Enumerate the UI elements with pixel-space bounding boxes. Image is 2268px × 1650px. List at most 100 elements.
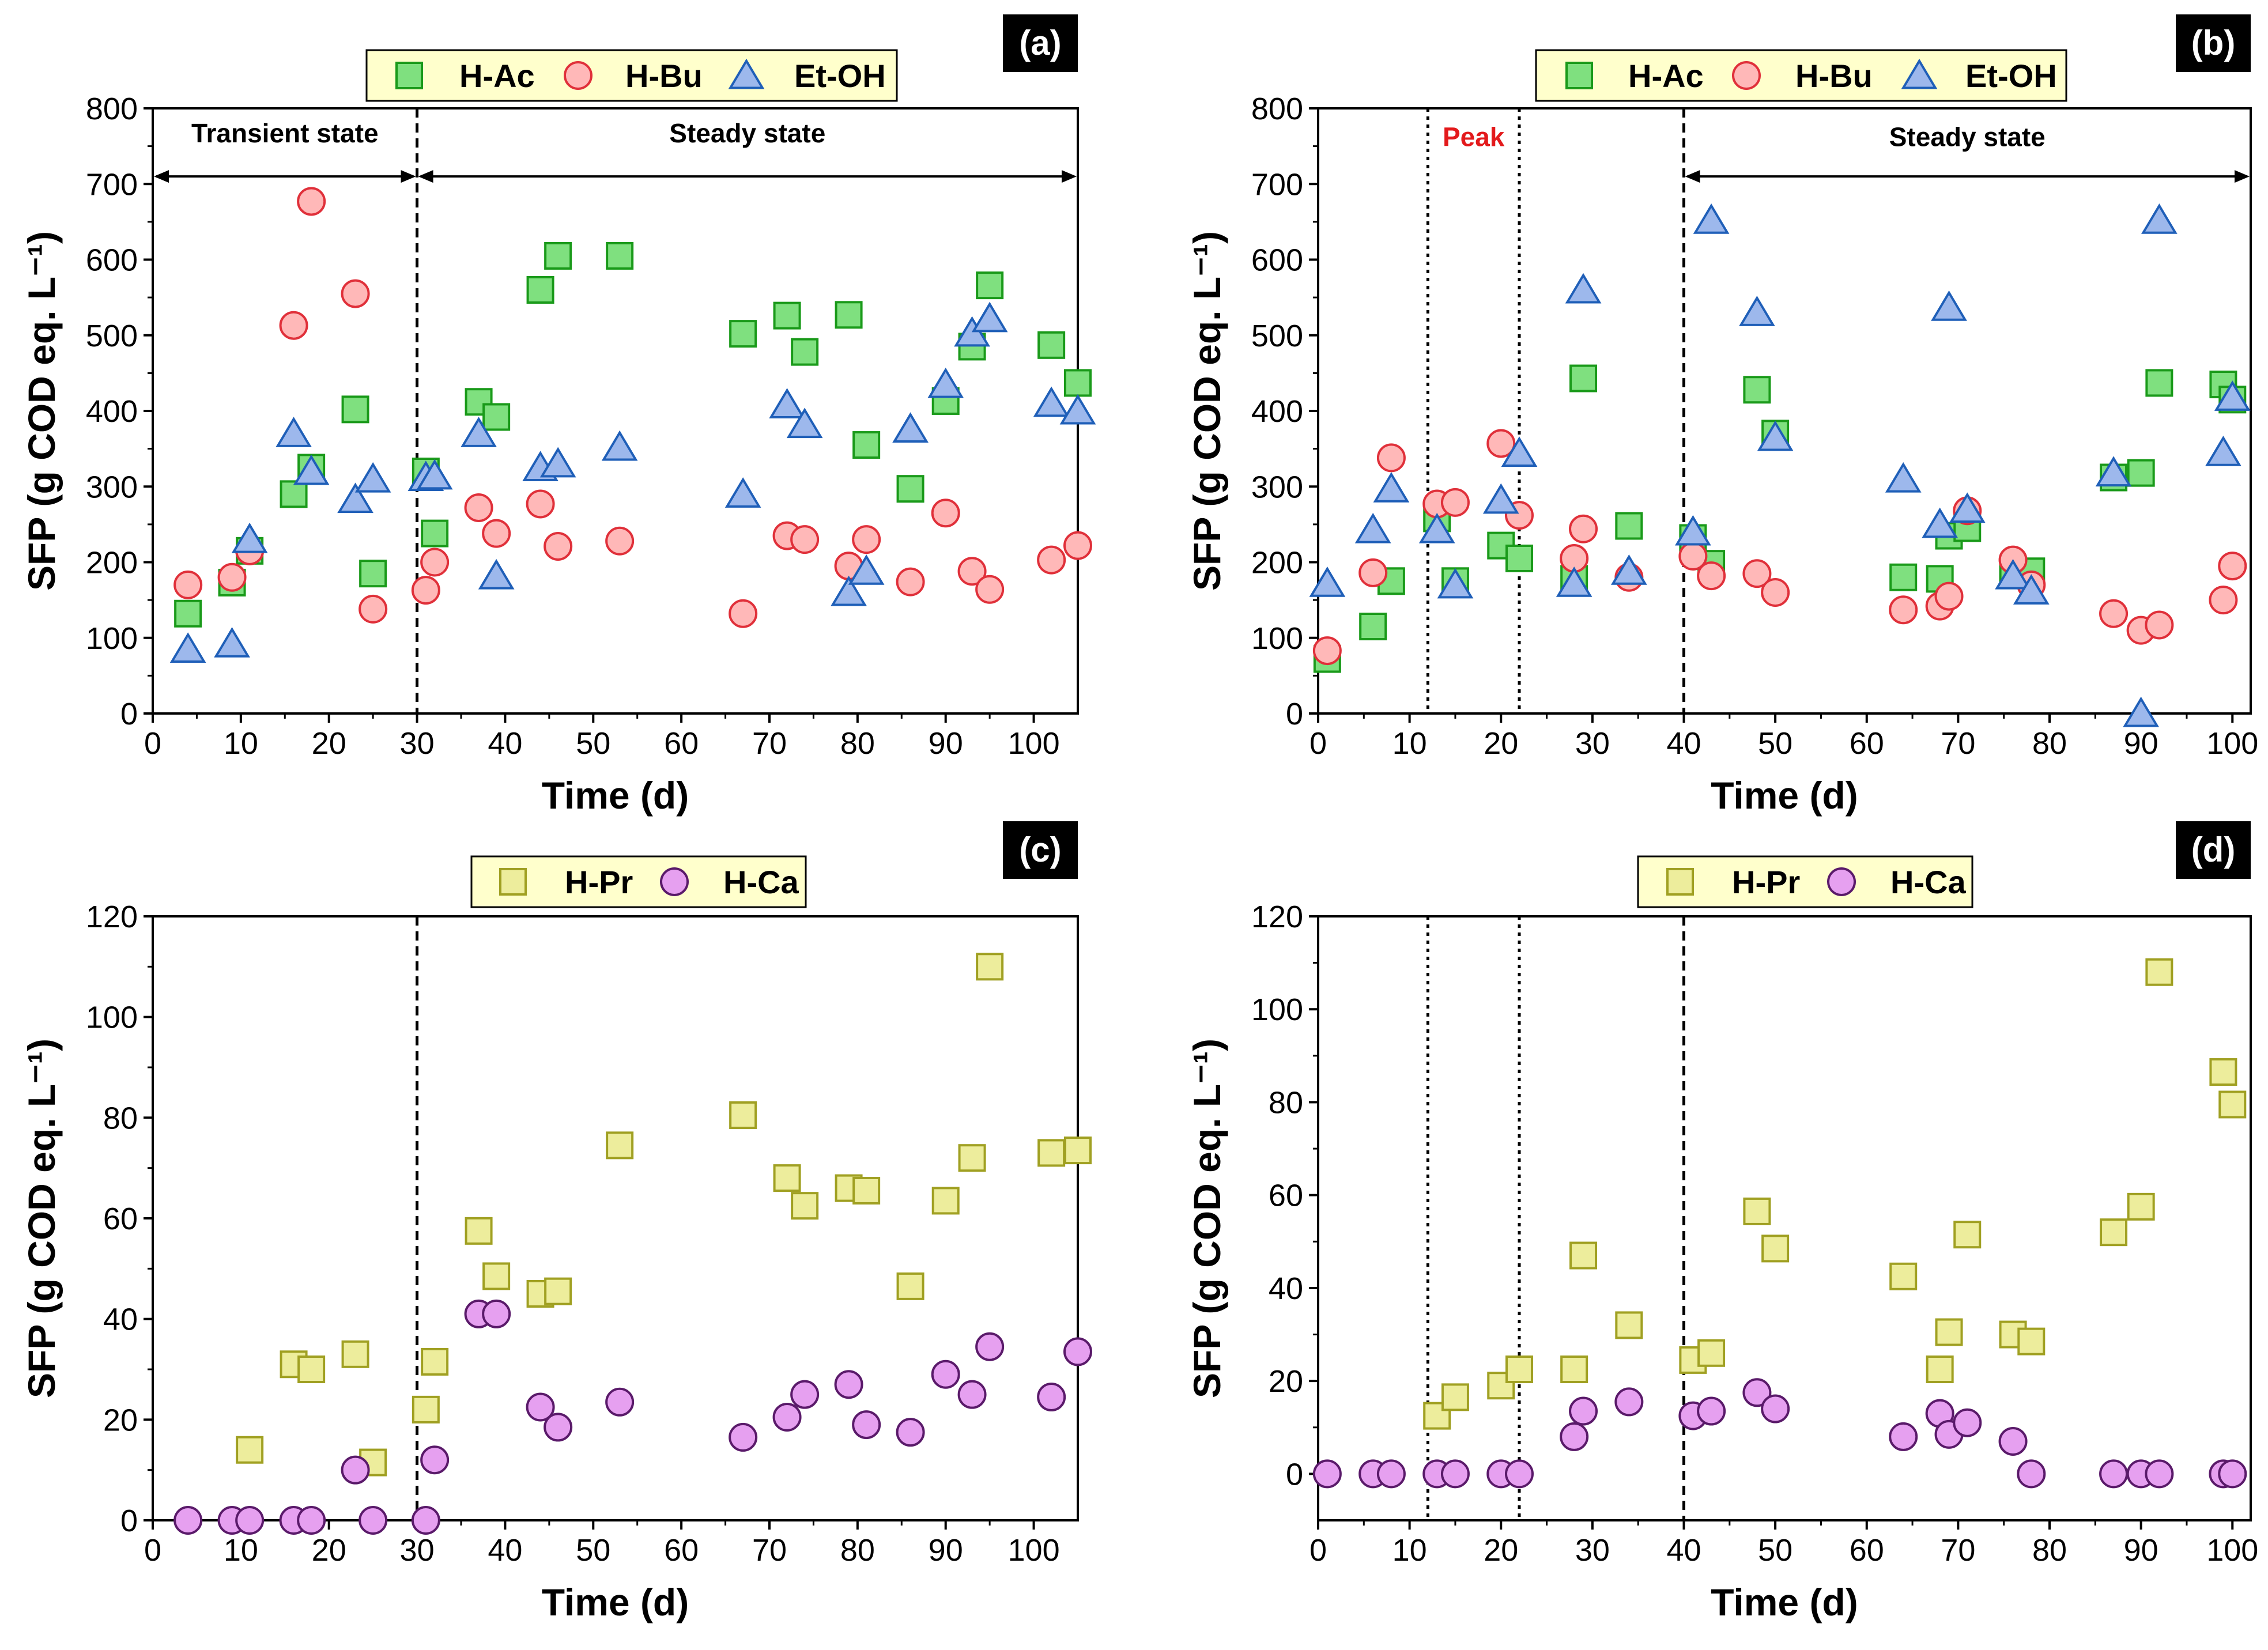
data-point-h_ca [772,1402,802,1432]
x-tick-label: 90 [929,726,963,761]
data-point-et_oh [786,407,823,439]
data-point-h_pr [1560,1356,1588,1383]
data-point-h_ca [834,1370,863,1399]
data-point-h_ac [341,395,369,424]
data-point-h_ac [976,271,1004,300]
legend-label: H-Pr [565,864,633,900]
data-point-h_pr [896,1272,924,1300]
legend-label: Et-OH [794,58,886,94]
legend-label: H-Ac [1628,58,1704,94]
data-point-h_ac [2145,369,2173,397]
x-tick-label: 20 [1484,726,1518,761]
data-point-h_ca [411,1506,440,1535]
data-point-h_pr [2218,1090,2247,1119]
data-point-h_pr [2127,1192,2155,1221]
data-point-h_ac [544,241,572,270]
y-axis-title: SFP (g COD eq. L⁻¹) [20,1039,63,1398]
y-tick-label: 0 [1286,697,1303,731]
data-point-h_ca [975,1332,1005,1361]
series-et_oh [169,301,1096,663]
data-point-h_ac [773,301,801,330]
data-point-h_bu [931,499,960,528]
data-point-h_ac [852,431,881,459]
data-point-h_pr [1505,1356,1533,1383]
data-point-et_oh [1610,554,1647,585]
data-point-h_ac [174,599,202,628]
data-point-h_ca [1697,1396,1726,1426]
data-point-h_ca [957,1380,987,1409]
x-tick-label: 40 [1666,726,1701,761]
y-tick-label: 400 [86,394,138,429]
data-point-h_ca [729,1422,758,1452]
data-point-h_ac [1743,376,1771,404]
panel-label: (d) [2191,830,2236,869]
data-point-h_pr [1615,1311,1643,1339]
panel-b: 0 10 20 30 40 50 60 70 80 90 100 0 100 200 300 400 500 60… [1186,14,2258,817]
panel-label: (c) [1019,830,1061,869]
data-point-et_oh [276,417,312,447]
panel-label: (a) [1019,24,1061,62]
data-point-h_ac [1505,544,1533,572]
legend: H-Pr H-Ca [1637,855,1973,908]
y-tick-label: 200 [1251,546,1303,580]
data-point-et_oh [1418,512,1455,543]
data-point-h_pr [1697,1339,1726,1367]
data-point-h_ac [280,480,308,508]
legend-marker-et_oh [728,58,765,89]
data-point-h_bu [1063,531,1092,560]
x-tick-label: 0 [144,1533,161,1568]
data-point-h_ac [2127,459,2155,487]
data-point-h_ac [1037,331,1066,359]
x-tick-label: 90 [2124,1533,2158,1568]
data-point-et_oh [1757,420,1794,451]
x-axis-title: Time (d) [1711,774,1858,817]
data-point-h_ca [1761,1394,1790,1424]
data-point-et_oh [1033,386,1070,417]
plot-frame [1317,915,2252,1521]
data-point-h_bu [1889,595,1918,625]
arrow-left-icon [154,170,169,183]
data-point-h_ac [896,475,924,503]
x-tick-label: 30 [400,726,435,761]
x-tick-label: 0 [1310,726,1327,761]
data-point-et_oh [1482,483,1519,514]
data-point-et_oh [927,367,964,398]
legend-marker-h_pr [1666,868,1694,896]
legend-label: H-Pr [1732,864,1800,900]
x-tick-label: 80 [2032,726,2067,761]
data-point-h_bu [1742,559,1772,588]
data-point-et_oh [354,462,391,493]
data-point-et_oh [769,388,805,419]
data-point-h_ac [359,560,387,588]
y-tick-label: 40 [1269,1271,1303,1306]
data-point-h_ac [729,320,757,348]
data-point-h_ac [482,403,511,431]
data-point-h_pr [297,1356,326,1383]
legend-box [1535,49,2067,102]
data-point-h_ca [1614,1387,1644,1417]
data-point-et_oh [892,412,929,443]
data-point-h_pr [1569,1241,1598,1270]
legend-label: H-Ca [723,864,799,900]
data-point-h_ca [1560,1422,1589,1451]
legend-label: H-Bu [625,58,703,94]
data-point-et_oh [1675,515,1711,546]
arrow-left-icon [1685,170,1700,183]
series-h_pr [236,953,1092,1477]
panel-label-box [1003,14,1078,72]
y-tick-label: 80 [103,1101,138,1135]
data-point-et_oh [848,554,885,585]
data-point-h_ca [341,1455,370,1485]
data-point-et_oh [2205,435,2241,466]
data-point-h_ca [1312,1459,1342,1489]
data-point-h_ca [1953,1408,1982,1437]
legend: H-Ac H-Bu Et-OH [365,49,898,102]
data-point-h_bu [1312,636,1342,666]
data-point-h_bu [279,311,308,340]
panel-a: 0 10 20 30 40 50 60 70 80 90 100 0 100 200 300 400 500 60… [20,14,1096,817]
y-tick-label: 800 [86,92,138,126]
data-point-et_oh [2214,380,2251,411]
x-tick-label: 80 [2032,1533,2067,1568]
x-tick-label: 50 [576,1533,610,1568]
